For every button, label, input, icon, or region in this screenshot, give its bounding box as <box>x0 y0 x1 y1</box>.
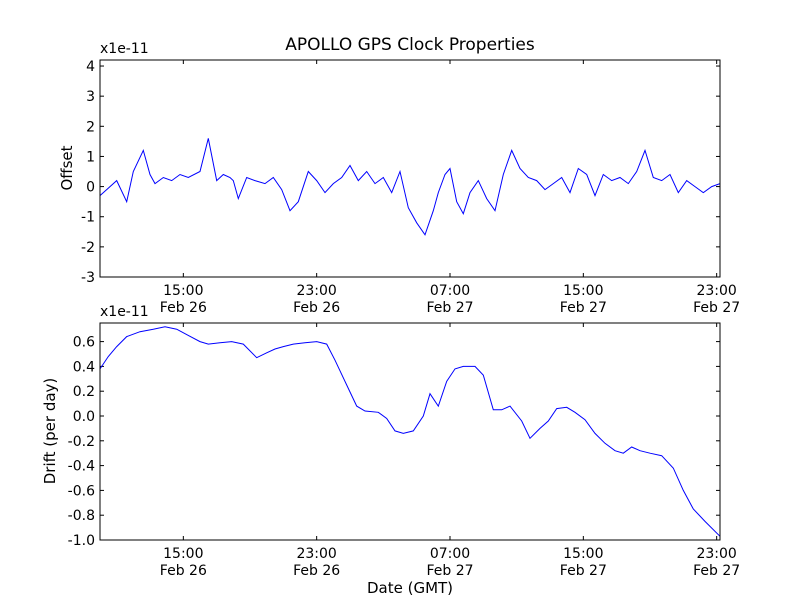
offset-y-tick-label: -2 <box>81 240 95 256</box>
drift-x-tick-date: Feb 26 <box>293 563 340 579</box>
drift-ticks: -1.0-0.8-0.6-0.4-0.20.00.20.40.615:00Feb… <box>68 323 740 579</box>
drift-y-tick-label: -0.6 <box>68 483 95 499</box>
offset-panel: APOLLO GPS Clock Properties x1e-11 Offse… <box>58 35 740 316</box>
drift-series <box>99 326 721 537</box>
offset-y-tick-label: 4 <box>86 59 95 75</box>
offset-x-tick-date: Feb 27 <box>693 300 740 316</box>
offset-y-tick-label: -3 <box>81 270 95 286</box>
drift-x-tick-date: Feb 26 <box>160 563 207 579</box>
offset-y-tick-label: 2 <box>86 119 95 135</box>
drift-y-tick-label: 0.0 <box>73 409 95 425</box>
drift-y-tick-label: 0.6 <box>73 335 95 351</box>
offset-series-line <box>99 138 721 236</box>
drift-y-tick-label: 0.2 <box>73 384 95 400</box>
offset-x-tick-date: Feb 27 <box>426 300 473 316</box>
offset-x-tick-time: 15:00 <box>163 283 203 299</box>
drift-series-line <box>99 326 721 537</box>
drift-y-tick-label: -1.0 <box>68 533 95 549</box>
drift-x-tick-time: 07:00 <box>430 546 470 562</box>
drift-plot-frame <box>99 322 721 541</box>
offset-x-tick-time: 23:00 <box>296 283 336 299</box>
offset-y-tick-label: -1 <box>81 210 95 226</box>
offset-x-tick-date: Feb 27 <box>560 300 607 316</box>
drift-multiplier-label: x1e-11 <box>100 304 149 320</box>
drift-x-tick-time: 23:00 <box>296 546 336 562</box>
offset-y-tick-label: 1 <box>86 149 95 165</box>
drift-y-tick-label: -0.2 <box>68 434 95 450</box>
offset-x-tick-time: 23:00 <box>696 283 736 299</box>
offset-multiplier-label: x1e-11 <box>100 41 149 57</box>
offset-x-tick-date: Feb 26 <box>293 300 340 316</box>
offset-y-tick-label: 0 <box>86 180 95 196</box>
drift-x-tick-date: Feb 27 <box>426 563 473 579</box>
drift-y-axis-label: Drift (per day) <box>41 378 59 485</box>
drift-x-tick-date: Feb 27 <box>560 563 607 579</box>
drift-y-tick-label: 0.4 <box>73 359 95 375</box>
offset-y-tick-label: 3 <box>86 89 95 105</box>
drift-panel: x1e-11 Drift (per day) Date (GMT) -1.0 -0… <box>41 304 740 597</box>
offset-x-tick-date: Feb 26 <box>160 300 207 316</box>
offset-series <box>99 138 721 236</box>
offset-x-tick-time: 15:00 <box>563 283 603 299</box>
drift-x-tick-time: 23:00 <box>696 546 736 562</box>
drift-y-tick-label: -0.8 <box>68 508 95 524</box>
drift-x-tick-date: Feb 27 <box>693 563 740 579</box>
offset-y-axis-label: Offset <box>58 145 76 190</box>
drift-x-tick-time: 15:00 <box>563 546 603 562</box>
offset-plot-frame <box>99 59 721 278</box>
offset-x-tick-time: 07:00 <box>430 283 470 299</box>
drift-x-tick-time: 15:00 <box>163 546 203 562</box>
chart-title: APOLLO GPS Clock Properties <box>285 35 535 55</box>
x-axis-label: Date (GMT) <box>367 579 453 597</box>
drift-y-tick-label: -0.4 <box>68 459 95 475</box>
